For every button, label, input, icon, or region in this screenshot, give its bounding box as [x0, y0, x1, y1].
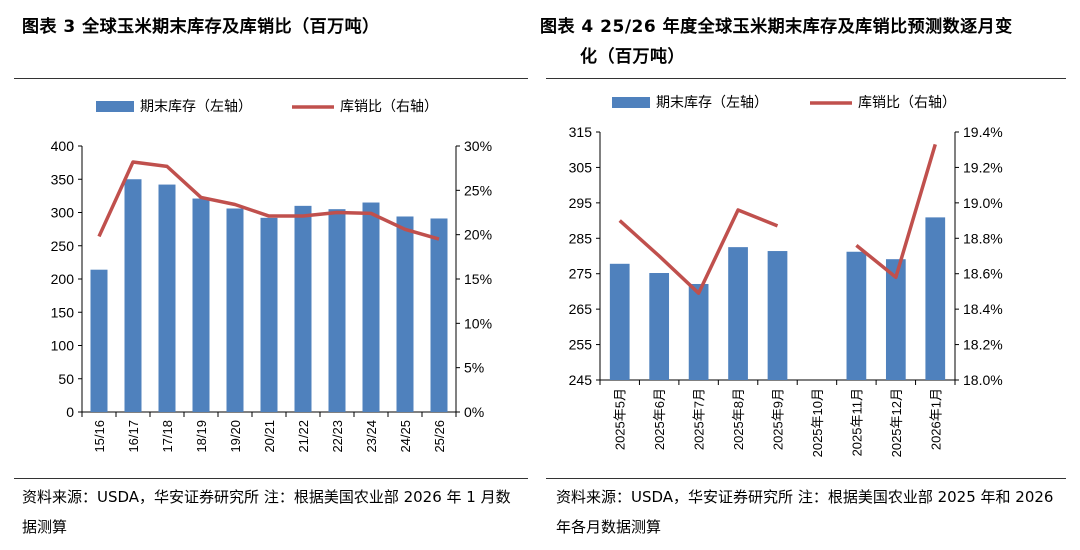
left-right-tick-label: 5%	[464, 360, 484, 376]
right-bar-2025年9月	[767, 251, 788, 380]
right-right-tick-label: 19.2%	[963, 159, 1003, 175]
left-category-label: 19/20	[228, 420, 243, 453]
right-left-tick-label: 285	[569, 230, 593, 246]
left-bar-23/24	[362, 202, 380, 412]
left-source-rule	[14, 478, 528, 479]
right-legend-bar-swatch	[612, 97, 650, 108]
left-category-label: 16/17	[126, 420, 141, 453]
right-right-tick-label: 19.4%	[963, 124, 1003, 140]
left-left-tick-label: 250	[51, 238, 75, 254]
left-left-tick-label: 50	[58, 371, 74, 387]
left-bar-18/19	[192, 198, 210, 412]
left-right-tick-label: 10%	[464, 315, 492, 331]
left-category-label: 25/26	[432, 420, 447, 453]
left-legend-bar-swatch	[96, 101, 134, 112]
left-right-tick-label: 30%	[464, 138, 492, 154]
right-category-label: 2025年6月	[652, 388, 667, 450]
left-bar-22/23	[328, 209, 346, 412]
left-bar-15/16	[90, 269, 108, 412]
right-legend-line-label: 库销比（右轴）	[858, 94, 956, 110]
right-bar-2025年12月	[885, 259, 906, 380]
left-left-tick-label: 350	[51, 171, 75, 187]
right-category-label: 2026年1月	[928, 388, 943, 450]
left-left-tick-label: 150	[51, 304, 75, 320]
left-chart-title: 图表 3 全球玉米期末库存及库销比（百万吨）	[22, 17, 380, 37]
left-right-tick-label: 20%	[464, 227, 492, 243]
left-category-label: 23/24	[364, 420, 379, 453]
left-bar-19/20	[226, 208, 244, 412]
left-left-tick-label: 300	[51, 205, 75, 221]
right-right-tick-label: 18.6%	[963, 266, 1003, 282]
left-left-tick-label: 100	[51, 338, 75, 354]
right-category-label: 2025年10月	[810, 388, 825, 457]
right-left-tick-label: 245	[569, 372, 593, 388]
left-category-label: 22/23	[330, 420, 345, 453]
right-right-tick-label: 18.8%	[963, 230, 1003, 246]
right-source-rule	[546, 478, 1066, 479]
right-chart-title-line1: 图表 4 25/26 年度全球玉米期末库存及库销比预测数逐月变	[540, 17, 1013, 37]
right-left-tick-label: 275	[569, 266, 593, 282]
right-left-tick-label: 265	[569, 301, 593, 317]
right-category-label: 2025年12月	[889, 388, 904, 457]
right-bar-2026年1月	[925, 217, 946, 380]
right-bar-2025年8月	[728, 247, 748, 380]
left-right-tick-label: 25%	[464, 182, 492, 198]
right-bar-2025年7月	[688, 283, 709, 380]
left-legend-line-label: 库销比（右轴）	[340, 98, 438, 114]
left-bar-21/22	[294, 205, 312, 412]
left-right-tick-label: 15%	[464, 271, 492, 287]
right-left-tick-label: 295	[569, 195, 593, 211]
left-bar-24/25	[396, 216, 414, 412]
right-category-label: 2025年9月	[771, 388, 786, 450]
right-bar-2025年5月	[609, 263, 630, 380]
left-category-label: 24/25	[398, 420, 413, 453]
right-source-note: 资料来源：USDA，华安证券研究所 注：根据美国农业部 2025 年和 2026…	[556, 488, 1054, 536]
right-ratio-line-segment	[618, 208, 779, 295]
left-legend-bar-label: 期末库存（左轴）	[140, 98, 252, 114]
right-right-tick-label: 18.4%	[963, 301, 1003, 317]
right-right-tick-label: 18.0%	[963, 372, 1003, 388]
right-title-rule	[546, 78, 1066, 79]
left-category-label: 17/18	[160, 420, 175, 453]
left-bar-25/26	[430, 218, 448, 412]
left-category-label: 21/22	[296, 420, 311, 453]
left-left-tick-label: 400	[51, 138, 75, 154]
left-category-label: 20/21	[262, 420, 277, 453]
left-source-note: 资料来源：USDA，华安证券研究所 注：根据美国农业部 2026 年 1 月数据…	[22, 488, 511, 536]
right-bar-2025年11月	[846, 251, 867, 380]
left-bar-20/21	[260, 217, 278, 412]
left-title-rule	[14, 78, 528, 79]
left-right-tick-label: 0%	[464, 404, 484, 420]
right-category-label: 2025年7月	[692, 388, 707, 450]
right-left-tick-label: 255	[569, 337, 593, 353]
left-bar-17/18	[158, 184, 176, 412]
right-bar-2025年6月	[649, 273, 670, 380]
right-right-tick-label: 18.2%	[963, 337, 1003, 353]
right-right-tick-label: 19.0%	[963, 195, 1003, 211]
right-category-label: 2025年11月	[849, 388, 864, 456]
right-chart-title-line2: 化（百万吨）	[580, 47, 685, 67]
left-bar-16/17	[124, 179, 142, 412]
left-category-label: 18/19	[194, 420, 209, 453]
left-left-tick-label: 200	[51, 271, 75, 287]
right-category-label: 2025年5月	[613, 388, 628, 450]
right-legend-bar-label: 期末库存（左轴）	[656, 94, 768, 110]
right-ratio-line-segment	[855, 143, 937, 280]
right-left-tick-label: 315	[569, 124, 593, 140]
left-category-label: 15/16	[92, 420, 107, 453]
right-left-tick-label: 305	[569, 159, 593, 175]
right-category-label: 2025年8月	[731, 388, 746, 450]
left-left-tick-label: 0	[66, 404, 74, 420]
